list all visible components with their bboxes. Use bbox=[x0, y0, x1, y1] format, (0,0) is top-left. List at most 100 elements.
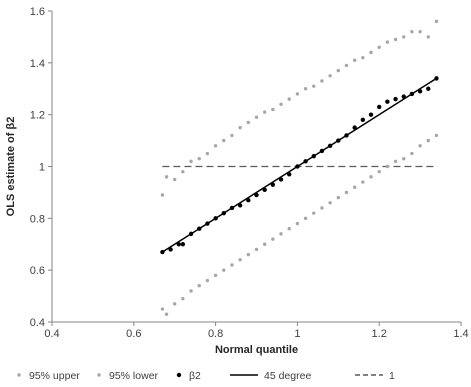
data-point bbox=[369, 50, 373, 55]
x-tick-label: 1.2 bbox=[372, 328, 387, 340]
y-tick-label: 1.4 bbox=[30, 58, 45, 70]
data-point bbox=[426, 86, 431, 91]
data-point bbox=[295, 164, 300, 169]
data-point bbox=[197, 226, 202, 231]
data-point bbox=[197, 284, 201, 288]
legend-marker bbox=[176, 372, 182, 378]
data-point bbox=[173, 177, 177, 182]
x-axis-title: Normal quantile bbox=[215, 344, 298, 356]
data-point bbox=[352, 185, 357, 189]
data-point bbox=[319, 148, 325, 154]
data-point bbox=[410, 30, 414, 34]
data-point bbox=[254, 115, 259, 119]
data-point bbox=[164, 175, 169, 179]
legend-item-1: 1 bbox=[355, 370, 395, 382]
data-point bbox=[278, 177, 284, 182]
data-point bbox=[312, 211, 316, 215]
data-point bbox=[369, 175, 373, 179]
data-point bbox=[327, 143, 333, 148]
data-point bbox=[434, 133, 439, 138]
data-point bbox=[189, 289, 193, 293]
data-point bbox=[164, 312, 169, 316]
data-point bbox=[176, 242, 181, 247]
data-point bbox=[229, 205, 235, 211]
data-point bbox=[287, 97, 291, 101]
data-point bbox=[160, 249, 165, 255]
data-point bbox=[295, 92, 300, 96]
y-tick-label: 1.2 bbox=[30, 110, 45, 122]
data-point bbox=[279, 232, 283, 236]
data-point bbox=[303, 216, 308, 221]
data-point bbox=[254, 247, 259, 252]
data-point bbox=[205, 151, 210, 156]
data-point bbox=[181, 296, 185, 301]
data-point bbox=[426, 138, 430, 143]
data-point bbox=[361, 55, 365, 60]
data-point bbox=[262, 187, 267, 193]
data-point bbox=[418, 144, 422, 148]
data-point bbox=[188, 231, 194, 237]
data-point bbox=[312, 84, 316, 88]
data-point bbox=[222, 268, 226, 272]
legend-marker bbox=[17, 373, 21, 377]
data-point bbox=[262, 242, 267, 246]
plot-area bbox=[160, 19, 439, 316]
data-point bbox=[270, 182, 276, 187]
data-point bbox=[426, 35, 430, 39]
data-point bbox=[361, 180, 365, 184]
data-point bbox=[434, 76, 439, 81]
y-tick-label: 1.6 bbox=[30, 6, 45, 18]
legend-item-2: β2 bbox=[176, 370, 201, 382]
data-point bbox=[402, 35, 406, 39]
y-tick-label: 0.4 bbox=[30, 317, 45, 329]
legend-item-95-lower: 95% lower bbox=[97, 370, 159, 382]
data-point bbox=[328, 74, 332, 78]
data-point bbox=[168, 247, 173, 252]
data-point bbox=[205, 278, 210, 283]
data-point bbox=[385, 99, 390, 104]
data-point bbox=[295, 221, 300, 226]
legend-label: β2 bbox=[189, 370, 201, 382]
data-point bbox=[181, 169, 185, 174]
data-point bbox=[287, 227, 291, 231]
data-point bbox=[173, 302, 177, 306]
series-line bbox=[162, 77, 437, 253]
legend-item-95-upper: 95% upper bbox=[17, 370, 80, 382]
legend-marker bbox=[97, 373, 101, 377]
tick-labels: 0.4 0.6 0.8 1 1.2 1.4 0.4 0.6 0.8 1 1.2 1.4 1.6 bbox=[30, 6, 469, 340]
data-point bbox=[303, 87, 308, 91]
data-point bbox=[344, 190, 349, 195]
data-point bbox=[352, 125, 357, 130]
data-point bbox=[336, 195, 340, 200]
data-point bbox=[344, 63, 349, 68]
y-tick-label: 0.6 bbox=[30, 265, 45, 277]
legend-item-45-degree: 45 degree bbox=[230, 370, 311, 382]
data-point bbox=[409, 91, 415, 97]
data-point bbox=[402, 157, 406, 161]
data-point bbox=[410, 151, 414, 156]
data-point bbox=[279, 102, 283, 107]
data-point bbox=[246, 120, 251, 125]
data-point bbox=[417, 89, 423, 94]
data-point bbox=[393, 37, 398, 42]
data-point bbox=[197, 157, 201, 161]
data-point bbox=[254, 192, 259, 198]
data-point bbox=[271, 107, 275, 112]
data-point bbox=[401, 94, 406, 99]
data-point bbox=[160, 193, 165, 197]
data-point bbox=[320, 79, 324, 83]
data-point bbox=[418, 30, 422, 34]
x-tick-label: 1.4 bbox=[453, 328, 468, 340]
data-point bbox=[385, 164, 390, 169]
data-point bbox=[238, 125, 242, 130]
data-point bbox=[303, 159, 308, 164]
legend-label: 1 bbox=[389, 370, 395, 382]
data-point bbox=[385, 40, 390, 44]
data-point bbox=[271, 237, 275, 241]
data-point bbox=[393, 96, 398, 102]
legend-label: 95% lower bbox=[109, 370, 159, 382]
data-point bbox=[393, 159, 398, 164]
data-point bbox=[205, 221, 210, 226]
data-point bbox=[246, 252, 251, 257]
